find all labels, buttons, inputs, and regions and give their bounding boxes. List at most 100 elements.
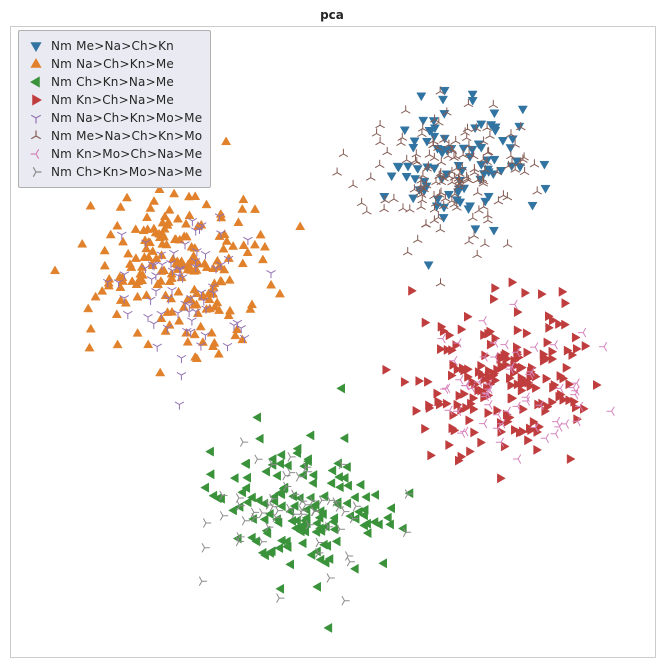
- scatter-point: [142, 213, 151, 221]
- scatter-point: [340, 434, 348, 443]
- scatter-point: [328, 496, 335, 504]
- scatter-point: [173, 214, 182, 222]
- scatter-point: [349, 180, 357, 187]
- legend-marker-icon: [27, 146, 45, 162]
- scatter-point: [422, 318, 430, 327]
- scatter-point: [470, 394, 478, 403]
- scatter-point: [131, 225, 140, 233]
- legend-marker-icon: [27, 164, 45, 180]
- scatter-point: [346, 552, 353, 560]
- chart-legend: Nm Me>Na>Ch>KnNm Na>Ch>Kn>MeNm Ch>Kn>Na>…: [18, 30, 211, 188]
- scatter-point: [241, 438, 248, 446]
- scatter-point: [223, 344, 231, 351]
- legend-marker-icon: [27, 74, 45, 90]
- scatter-point: [250, 240, 259, 248]
- scatter-point: [533, 187, 541, 194]
- scatter-point: [201, 483, 209, 492]
- scatter-point: [481, 198, 490, 206]
- legend-item: Nm Na>Ch>Kn>Me: [27, 55, 202, 73]
- scatter-point: [242, 459, 250, 468]
- scatter-point: [380, 193, 389, 201]
- scatter-point: [567, 454, 575, 463]
- scatter-series: [201, 384, 413, 633]
- scatter-point: [225, 276, 234, 284]
- scatter-point: [524, 348, 532, 357]
- scatter-point: [446, 440, 454, 449]
- scatter-point: [485, 401, 492, 409]
- scatter-point: [333, 168, 341, 175]
- scatter-point: [465, 237, 473, 244]
- scatter-point: [417, 202, 425, 209]
- scatter-point: [387, 173, 396, 181]
- scatter-point: [234, 218, 243, 226]
- scatter-point: [277, 536, 285, 545]
- scatter-point: [276, 459, 284, 468]
- scatter-point: [430, 216, 438, 223]
- legend-label: Nm Kn>Ch>Na>Me: [51, 93, 174, 107]
- scatter-point: [507, 151, 515, 158]
- scatter-point: [116, 203, 125, 211]
- scatter-point: [283, 471, 290, 479]
- scatter-point: [170, 189, 179, 197]
- scatter-point: [181, 219, 190, 227]
- legend-marker-icon: [27, 110, 45, 126]
- scatter-point: [124, 312, 132, 319]
- scatter-point: [520, 153, 528, 160]
- scatter-point: [530, 343, 537, 351]
- scatter-point: [513, 402, 520, 410]
- scatter-point: [524, 436, 532, 445]
- scatter-point: [441, 385, 448, 393]
- scatter-point: [489, 227, 498, 235]
- scatter-point: [562, 299, 570, 308]
- scatter-point: [425, 150, 433, 157]
- scatter-point: [243, 248, 252, 256]
- scatter-point: [534, 445, 542, 454]
- scatter-point: [351, 564, 359, 573]
- scatter-point: [356, 480, 364, 489]
- scatter-point: [436, 279, 444, 286]
- legend-label: Nm Ch>Kn>Mo>Na>Me: [51, 165, 202, 179]
- scatter-point: [328, 466, 336, 475]
- scatter-point: [552, 417, 559, 425]
- scatter-point: [514, 308, 522, 317]
- scatter-point: [473, 250, 481, 257]
- scatter-point: [478, 361, 486, 370]
- scatter-point: [403, 155, 411, 162]
- scatter-point: [122, 193, 131, 201]
- scatter-point: [337, 384, 345, 393]
- scatter-point: [404, 248, 412, 255]
- scatter-point: [201, 252, 209, 259]
- scatter-point: [561, 420, 568, 428]
- scatter-point: [106, 230, 115, 238]
- scatter-point: [327, 574, 334, 582]
- scatter-point: [430, 153, 438, 160]
- legend-label: Nm Kn>Mo>Ch>Na>Me: [51, 147, 202, 161]
- scatter-point: [559, 287, 567, 296]
- scatter-point: [278, 502, 286, 511]
- scatter-point: [499, 191, 507, 198]
- scatter-point: [428, 451, 436, 460]
- legend-marker-icon: [27, 38, 45, 54]
- scatter-point: [253, 413, 261, 422]
- scatter-point: [124, 249, 133, 257]
- scatter-point: [363, 207, 371, 214]
- scatter-point: [342, 507, 349, 515]
- scatter-point: [216, 276, 225, 284]
- scatter-point: [307, 550, 315, 559]
- scatter-point: [402, 106, 410, 113]
- scatter-point: [413, 165, 422, 173]
- scatter-point: [578, 328, 585, 336]
- scatter-point: [255, 434, 263, 443]
- scatter-point: [458, 325, 466, 334]
- scatter-point: [470, 405, 478, 414]
- scatter-point: [225, 306, 234, 314]
- scatter-point: [446, 331, 454, 340]
- scatter-point: [436, 225, 444, 232]
- scatter-point: [260, 538, 267, 546]
- scatter-point: [380, 204, 388, 211]
- scatter-point: [250, 205, 259, 213]
- scatter-point: [327, 479, 335, 488]
- legend-item: Nm Na>Ch>Kn>Mo>Me: [27, 109, 202, 127]
- scatter-point: [445, 406, 452, 414]
- scatter-point: [206, 470, 214, 479]
